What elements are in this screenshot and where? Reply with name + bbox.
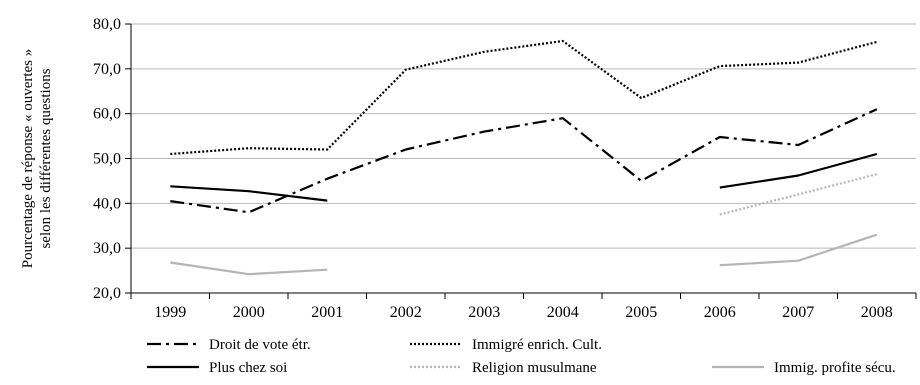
x-tick-label: 2006 [704, 304, 736, 321]
axes [125, 23, 917, 299]
y-tick-label: 40,0 [93, 195, 121, 212]
y-axis-label: Pourcentage de réponse « ouvertes » selon… [20, 49, 54, 269]
x-tick-label: 2005 [625, 304, 657, 321]
x-tick-label: 2000 [233, 304, 265, 321]
gridlines [131, 23, 916, 249]
y-axis-title-line: selon les différentes questions [38, 68, 54, 248]
legend-label-2: Plus chez soi [209, 360, 287, 376]
series-line-2 [719, 152, 878, 189]
y-tick-label: 70,0 [93, 61, 121, 78]
x-tick-labels: 1999 2000 2001 2002 2003 2004 2005 2006 2007 2008 [154, 304, 893, 321]
series-line-2 [170, 185, 328, 202]
y-axis-title-line: Pourcentage de réponse « ouvertes » [20, 49, 36, 269]
series-line-0 [170, 108, 878, 214]
x-tick-label: 2002 [390, 304, 422, 321]
series-lines [170, 39, 878, 276]
y-tick-label: 80,0 [93, 16, 121, 33]
legend: Droit de vote étr. Immigré enrich. Cult. P… [147, 337, 896, 376]
y-axis-title: Pourcentage de réponse « ouvertes » selon… [20, 49, 54, 269]
y-tick-label: 30,0 [93, 240, 121, 257]
x-tick-label: 2003 [468, 304, 500, 321]
y-tick-label: 60,0 [93, 106, 121, 123]
series-line-4 [719, 233, 878, 267]
x-tick-label: 2007 [782, 304, 814, 321]
x-tick-label: 2008 [861, 304, 893, 321]
legend-label-0: Droit de vote étr. [209, 337, 311, 353]
series-line-1 [170, 39, 878, 156]
series-line-3 [719, 173, 878, 216]
x-tick-label: 2001 [311, 304, 343, 321]
legend-label-1: Immigré enrich. Cult. [472, 337, 602, 353]
y-tick-label: 50,0 [93, 151, 121, 168]
y-tick-labels: 20,0 30,0 40,0 50,0 60,0 70,0 80,0 [93, 16, 121, 302]
x-tick-label: 1999 [154, 304, 186, 321]
x-tick-label: 2004 [547, 304, 579, 321]
y-tick-label: 20,0 [93, 285, 121, 302]
series-line-4 [170, 261, 328, 276]
legend-label-3: Religion musulmane [472, 360, 597, 376]
legend-label-4: Immig. profite sécu. [774, 360, 896, 376]
